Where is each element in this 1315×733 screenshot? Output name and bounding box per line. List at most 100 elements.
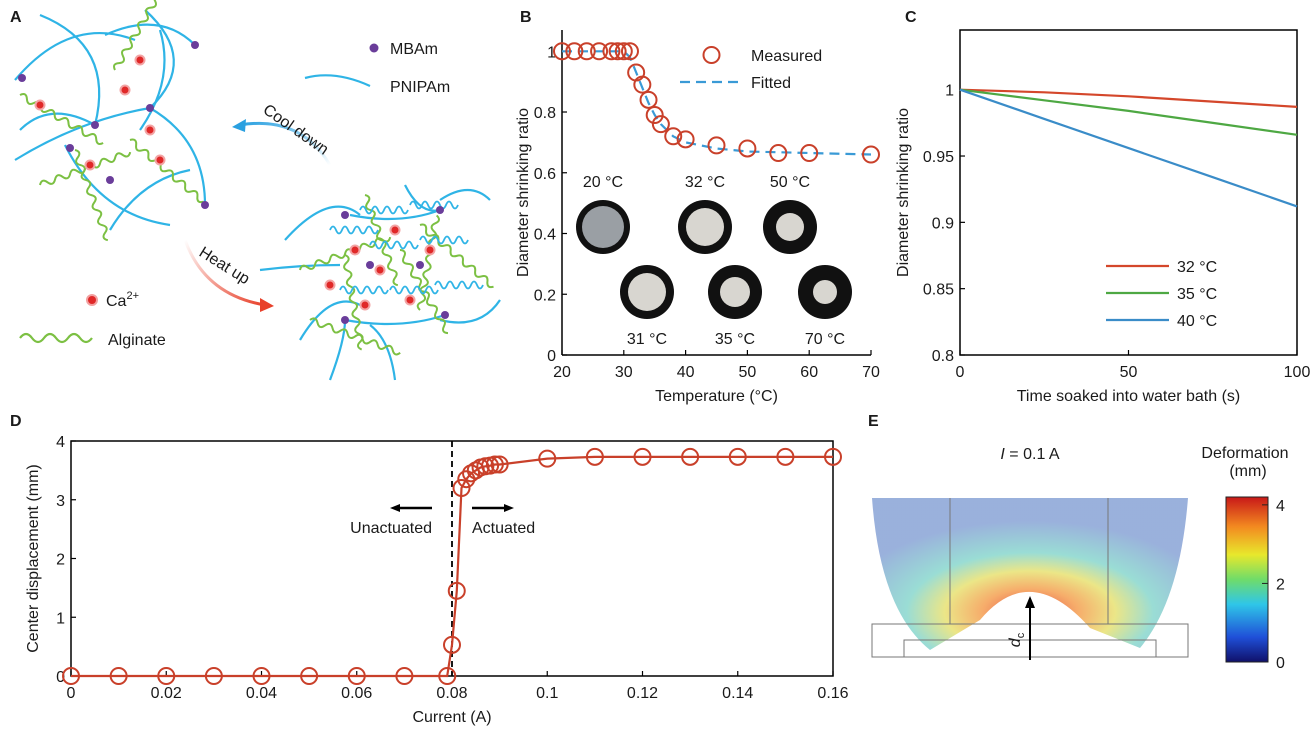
mbam-dot [106, 176, 114, 184]
y-tick-label: 1 [945, 83, 954, 100]
x-tick-label: 50 [739, 364, 757, 381]
mbam-dot [341, 211, 349, 219]
annotation: Unactuated [350, 520, 432, 537]
alginate-label: Alginate [108, 332, 166, 349]
y-tick-label: 0.4 [534, 227, 556, 244]
sample-gel [686, 208, 724, 246]
ca-dot [361, 301, 370, 310]
x-tick-label: 0.06 [341, 685, 372, 702]
colorbar-title: Deformation [1201, 445, 1288, 462]
ca-dot [376, 266, 385, 275]
x-tick-label: 70 [862, 364, 880, 381]
x-tick-label: 0.1 [536, 685, 558, 702]
ca-dot [351, 246, 360, 255]
x-tick-label: 0.04 [246, 685, 277, 702]
annotation: Actuated [472, 520, 535, 537]
legend-label: Fitted [751, 75, 791, 92]
mbam-dot [201, 201, 209, 209]
x-tick-label: 100 [1284, 364, 1311, 381]
ion-symbol: Ca [106, 293, 127, 310]
ca-dot [36, 101, 45, 110]
ca-dot [146, 126, 155, 135]
sample-label: 50 °C [770, 174, 810, 191]
axes-frame [960, 30, 1297, 355]
colorbar-tick-label: 4 [1276, 498, 1285, 515]
legend-label: 35 °C [1177, 286, 1217, 303]
ion-label: Ca2+ [106, 290, 139, 310]
mbam-dot [366, 261, 374, 269]
x-tick-label: 0.08 [436, 685, 467, 702]
annotation-arrowhead [390, 504, 400, 512]
x-tick-label: 60 [800, 364, 818, 381]
sample-label: 35 °C [715, 331, 755, 348]
mbam-dot [91, 121, 99, 129]
mbam-dot [146, 104, 154, 112]
mbam-dot [191, 41, 199, 49]
annotation-arrowhead [504, 504, 514, 512]
mbam-label: MBAm [390, 41, 438, 58]
ca-dot [326, 281, 335, 290]
y-tick-label: 1 [56, 610, 65, 627]
pnipam-coil [435, 282, 483, 289]
sample-label: 20 °C [583, 174, 623, 191]
panel-a: A Cool down Heat up MBAm PNIPAm Ca2+ Alg… [10, 0, 500, 380]
ion-charge: 2+ [126, 290, 139, 302]
x-tick-label: 0.12 [627, 685, 658, 702]
sample-gel [582, 206, 624, 248]
pnipam-coil [370, 242, 418, 249]
dc-arrowhead [1025, 596, 1035, 608]
x-tick-label: 40 [677, 364, 695, 381]
x-tick-label: 0.14 [722, 685, 753, 702]
mbam-dot [441, 311, 449, 319]
sample-gel [776, 213, 804, 241]
x-axis-label: Current (A) [412, 709, 491, 726]
x-tick-label: 0 [956, 364, 965, 381]
ca-dot [426, 246, 435, 255]
current-label: I = 0.1 A [1000, 446, 1059, 463]
ca-dot [406, 296, 415, 305]
mbam-dot [66, 144, 74, 152]
pnipam-coil [390, 287, 438, 294]
colorbar [1226, 497, 1268, 662]
y-tick-label: 4 [56, 434, 65, 451]
network-cool [15, 10, 205, 230]
heat-arrowhead [260, 298, 274, 312]
pnipam-coil [330, 227, 378, 234]
y-tick-label: 0.8 [932, 348, 954, 365]
ca-dot [391, 226, 400, 235]
legend-label: 32 °C [1177, 259, 1217, 276]
colorbar-unit: (mm) [1229, 463, 1266, 480]
sample-gel [628, 273, 666, 311]
mbam-dot [18, 74, 26, 82]
mbam-dot [436, 206, 444, 214]
y-tick-label: 0.2 [534, 287, 556, 304]
y-tick-label: 0.9 [932, 215, 954, 232]
y-axis-label: Diameter shrinking ratio [895, 108, 912, 277]
x-tick-label: 0 [67, 685, 76, 702]
x-tick-label: 50 [1120, 364, 1138, 381]
x-axis-label: Time soaked into water bath (s) [1017, 388, 1241, 405]
pnipam-coil [340, 287, 388, 294]
sample-gel [720, 277, 750, 307]
data-point [709, 137, 725, 153]
ca-dot [121, 86, 130, 95]
x-axis-label: Temperature (°C) [655, 388, 778, 405]
y-tick-label: 0.8 [534, 105, 556, 122]
colorbar-tick-label: 0 [1276, 655, 1285, 672]
legend-label: Measured [751, 48, 822, 65]
ca-dot [86, 161, 95, 170]
legend-marker [704, 47, 720, 63]
pnipam-icon [305, 75, 370, 86]
current-text: = 0.1 A [1005, 446, 1060, 463]
pnipam-coil [420, 237, 468, 244]
x-tick-label: 0.02 [151, 685, 182, 702]
panel-label: A [10, 9, 22, 26]
ca-dot [136, 56, 145, 65]
sample-label: 70 °C [805, 331, 845, 348]
alginate-icon [20, 334, 92, 342]
y-tick-label: 3 [56, 493, 65, 510]
heat-label: Heat up [196, 244, 253, 288]
x-tick-label: 20 [553, 364, 571, 381]
ion-icon [87, 295, 97, 305]
data-point [739, 140, 755, 156]
